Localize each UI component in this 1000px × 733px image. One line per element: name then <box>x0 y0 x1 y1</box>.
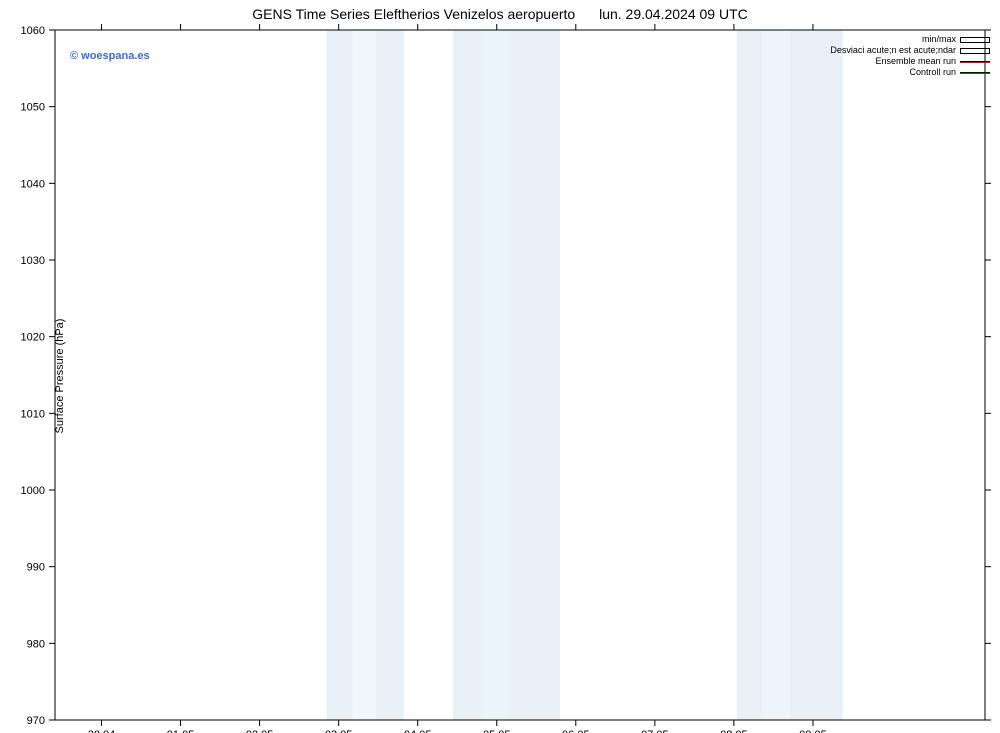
svg-text:1040: 1040 <box>21 178 45 190</box>
watermark: © woespana.es <box>70 50 150 62</box>
svg-text:990: 990 <box>27 562 45 574</box>
svg-text:03.05: 03.05 <box>325 729 353 733</box>
legend-label: Desviaci acute;n est acute;ndar <box>830 45 956 55</box>
svg-text:06.05: 06.05 <box>562 729 590 733</box>
svg-text:1060: 1060 <box>21 25 45 37</box>
legend-entry: Controll run <box>830 67 990 78</box>
legend-label: Controll run <box>909 67 956 77</box>
legend-swatch <box>960 37 990 43</box>
chart-container: GENS Time Series Eleftherios Venizelos a… <box>0 0 1000 733</box>
legend-entry: min/max <box>830 34 990 45</box>
legend-entry: Desviaci acute;n est acute;ndar <box>830 45 990 56</box>
svg-text:04.05: 04.05 <box>404 729 432 733</box>
svg-text:07.05: 07.05 <box>641 729 669 733</box>
svg-text:30.04: 30.04 <box>88 729 116 733</box>
svg-text:1030: 1030 <box>21 255 45 267</box>
legend-entry: Ensemble mean run <box>830 56 990 67</box>
svg-text:08.05: 08.05 <box>720 729 748 733</box>
svg-text:01.05: 01.05 <box>167 729 195 733</box>
svg-text:09.05: 09.05 <box>799 729 827 733</box>
legend-label: Ensemble mean run <box>875 56 956 66</box>
svg-text:05.05: 05.05 <box>483 729 511 733</box>
svg-text:970: 970 <box>27 715 45 727</box>
legend-swatch <box>960 59 990 65</box>
svg-text:1050: 1050 <box>21 102 45 114</box>
svg-text:1000: 1000 <box>21 485 45 497</box>
legend-swatch <box>960 70 990 76</box>
svg-text:1010: 1010 <box>21 408 45 420</box>
svg-text:02.05: 02.05 <box>246 729 274 733</box>
plot-area: 970 980 990 1000 1010 1020 1030 1040 1050 1060 30.… <box>0 0 1000 733</box>
legend-swatch <box>960 48 990 54</box>
legend: min/maxDesviaci acute;n est acute;ndarEn… <box>830 34 990 78</box>
legend-label: min/max <box>922 34 956 44</box>
svg-text:1020: 1020 <box>21 332 45 344</box>
svg-text:980: 980 <box>27 638 45 650</box>
